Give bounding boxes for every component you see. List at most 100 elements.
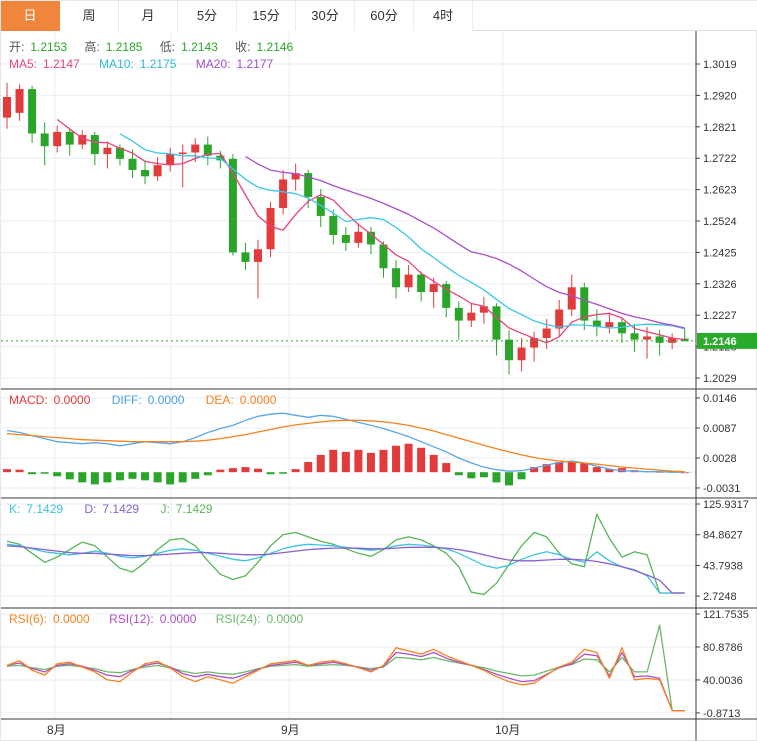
tab-timeframe-15分[interactable]: 15分	[237, 1, 296, 31]
candle-body-up	[555, 309, 564, 329]
y-axis-tick-label: 1.2722	[703, 153, 737, 165]
y-axis-tick-label: 1.2821	[703, 122, 737, 134]
x-axis-month-label: 9月	[281, 723, 300, 737]
rsi6-line	[6, 647, 685, 712]
y-axis-tick-label: 84.8627	[703, 530, 743, 542]
macd-histogram-bar	[241, 467, 250, 473]
macd-histogram-bar	[141, 472, 150, 481]
candle-body-up	[404, 274, 413, 288]
tab-timeframe-周[interactable]: 周	[60, 1, 119, 31]
macd-histogram-bar	[3, 469, 11, 473]
macd-histogram-bar	[580, 463, 589, 473]
candle-body-up	[3, 96, 11, 118]
ma20-line	[245, 155, 685, 329]
macd-histogram-bar	[266, 472, 275, 475]
kdj-k-line	[6, 543, 685, 594]
candle-body-up	[153, 165, 162, 177]
macd-histogram-bar	[291, 469, 300, 473]
macd-histogram-bar	[354, 449, 363, 473]
candle-body-up	[15, 89, 24, 113]
candle-body-down	[341, 234, 350, 243]
macd-histogram-bar	[329, 449, 338, 473]
chart-canvas[interactable]: 1.3019 1.2920 1.2821 1.2722 1.2623 1.2524 1.24…	[1, 31, 757, 741]
y-axis-tick-label: 125.9317	[703, 499, 749, 511]
candle-body-down	[316, 196, 325, 216]
candle-body-down	[228, 158, 237, 253]
macd-histogram-bar	[78, 472, 87, 483]
macd-histogram-bar	[40, 472, 49, 474]
macd-histogram-bar	[417, 447, 426, 473]
y-axis-tick-label: 1.2524	[703, 216, 737, 228]
y-axis-tick-label: 0.0087	[703, 423, 737, 435]
y-axis-tick-label: 2.7248	[703, 591, 737, 603]
candle-body-down	[241, 252, 250, 262]
macd-histogram-bar	[178, 472, 187, 483]
candle-body-up	[279, 179, 288, 208]
candle-body-down	[203, 144, 212, 156]
macd-histogram-bar	[454, 472, 463, 476]
candle-body-up	[530, 338, 539, 348]
candle-body-down	[492, 306, 501, 340]
kdj-d-line	[6, 545, 685, 594]
macd-histogram-bar	[555, 462, 564, 473]
y-axis-tick-label: 40.0036	[703, 675, 743, 687]
macd-histogram-bar	[479, 472, 488, 478]
macd-histogram-bar	[115, 472, 124, 481]
candle-body-up	[191, 144, 200, 153]
candle-body-down	[379, 244, 388, 269]
macd-histogram-bar	[254, 468, 262, 473]
rsi12-line	[6, 651, 685, 712]
y-axis-tick-label: 1.2425	[703, 247, 737, 259]
macd-dea-line	[6, 419, 685, 473]
candle-body-up	[53, 131, 62, 147]
candle-body-up	[166, 154, 175, 166]
tab-timeframe-30分[interactable]: 30分	[296, 1, 355, 31]
timeframe-tabs: 日周月 5分 15分 30分 60分 4时	[1, 1, 757, 31]
macd-histogram-bar	[228, 468, 237, 473]
candle-body-up	[567, 287, 576, 310]
macd-histogram-bar	[492, 472, 501, 483]
macd-histogram-bar	[15, 469, 24, 473]
candle-body-up	[479, 306, 488, 313]
candle-body-up	[467, 312, 476, 321]
macd-histogram-bar	[316, 454, 325, 473]
macd-histogram-bar	[442, 463, 451, 473]
candle-body-up	[354, 231, 363, 243]
y-axis-tick-label: -0.8713	[703, 708, 740, 720]
macd-histogram-bar	[366, 452, 375, 473]
y-axis-tick-label: 121.7535	[703, 609, 749, 621]
candle-body-down	[630, 333, 639, 340]
candle-body-up	[78, 135, 87, 145]
macd-histogram-bar	[429, 454, 438, 473]
macd-histogram-bar	[53, 472, 62, 477]
y-axis-tick-label: -0.0031	[703, 483, 740, 495]
y-axis-tick-label: 43.7938	[703, 560, 743, 572]
macd-histogram-bar	[404, 443, 413, 473]
rsi24-line	[6, 624, 685, 712]
y-axis-tick-label: 1.2920	[703, 90, 737, 102]
candle-body-down	[442, 284, 451, 308]
tab-timeframe-日[interactable]: 日	[1, 1, 60, 31]
current-price-badge	[697, 332, 757, 349]
y-axis-tick-label: 1.2326	[703, 279, 737, 291]
macd-histogram-bar	[203, 472, 212, 476]
y-axis-tick-label: 1.2227	[703, 310, 737, 322]
candle-body-up	[542, 328, 551, 339]
tab-timeframe-月[interactable]: 月	[119, 1, 178, 31]
tab-timeframe-60分[interactable]: 60分	[355, 1, 414, 31]
candle-body-down	[655, 336, 664, 343]
candle-body-down	[417, 274, 426, 293]
macd-histogram-bar	[605, 469, 614, 473]
tab-timeframe-5分[interactable]: 5分	[178, 1, 237, 31]
macd-histogram-bar	[392, 445, 401, 473]
macd-histogram-bar	[153, 472, 162, 483]
y-axis-tick-label: 1.3019	[703, 59, 737, 71]
tab-timeframe-4时[interactable]: 4时	[414, 1, 473, 31]
y-axis-tick-label: 0.0146	[703, 393, 737, 405]
candle-body-up	[517, 347, 526, 361]
candle-body-up	[643, 336, 652, 340]
candle-body-up	[429, 284, 438, 293]
ma5-line	[56, 118, 685, 344]
macd-histogram-bar	[341, 451, 350, 473]
